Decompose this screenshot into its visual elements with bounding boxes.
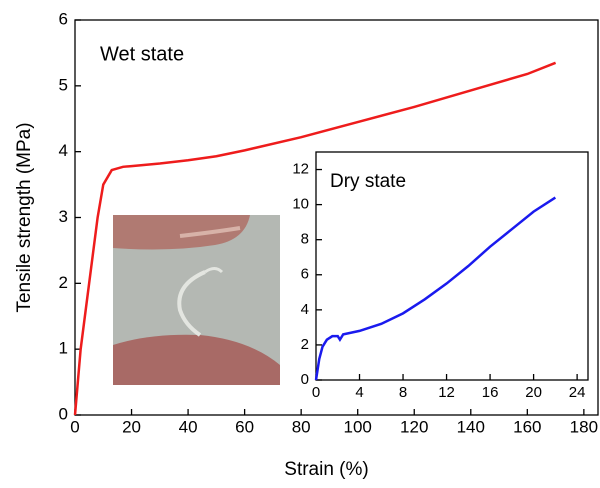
x-tick-label: 12 <box>438 384 455 401</box>
x-tick-label: 160 <box>513 417 541 436</box>
x-tick-label: 0 <box>312 384 320 401</box>
x-tick-label: 40 <box>179 417 198 436</box>
x-tick-label: 100 <box>344 417 372 436</box>
y-tick-label: 8 <box>301 231 309 248</box>
x-tick-label: 20 <box>525 384 542 401</box>
x-tick-label: 80 <box>292 417 311 436</box>
y-tick-label: 4 <box>59 141 68 160</box>
x-tick-label: 140 <box>457 417 485 436</box>
y-tick-label: 12 <box>292 161 309 178</box>
data-line <box>314 196 557 381</box>
y-tick-label: 10 <box>292 196 309 213</box>
y-tick-label: 6 <box>59 9 68 28</box>
y-axis-label: Tensile strength (MPa) <box>14 122 35 312</box>
y-tick-label: 2 <box>301 336 309 353</box>
x-tick-label: 0 <box>70 417 79 436</box>
y-tick-label: 2 <box>59 273 68 292</box>
data-line <box>73 61 557 416</box>
x-tick-label: 120 <box>400 417 428 436</box>
y-tick-label: 3 <box>59 207 68 226</box>
x-tick-label: 8 <box>399 384 407 401</box>
y-tick-label: 0 <box>301 371 309 388</box>
x-tick-label: 4 <box>355 384 363 401</box>
plot-area <box>315 151 589 381</box>
x-tick-label: 16 <box>482 384 499 401</box>
x-tick-label: 180 <box>570 417 598 436</box>
photo <box>113 215 280 385</box>
y-tick-label: 0 <box>59 404 68 423</box>
y-tick-label: 5 <box>59 75 68 94</box>
x-tick-label: 20 <box>122 417 141 436</box>
y-tick-label: 4 <box>301 301 309 318</box>
x-axis-label: Strain (%) <box>284 459 368 480</box>
annotation: Dry state <box>330 171 406 192</box>
y-tick-label: 1 <box>59 339 68 358</box>
annotation: Wet state <box>100 43 184 65</box>
x-tick-label: 24 <box>569 384 586 401</box>
x-tick-label: 60 <box>235 417 254 436</box>
y-tick-label: 6 <box>301 266 309 283</box>
